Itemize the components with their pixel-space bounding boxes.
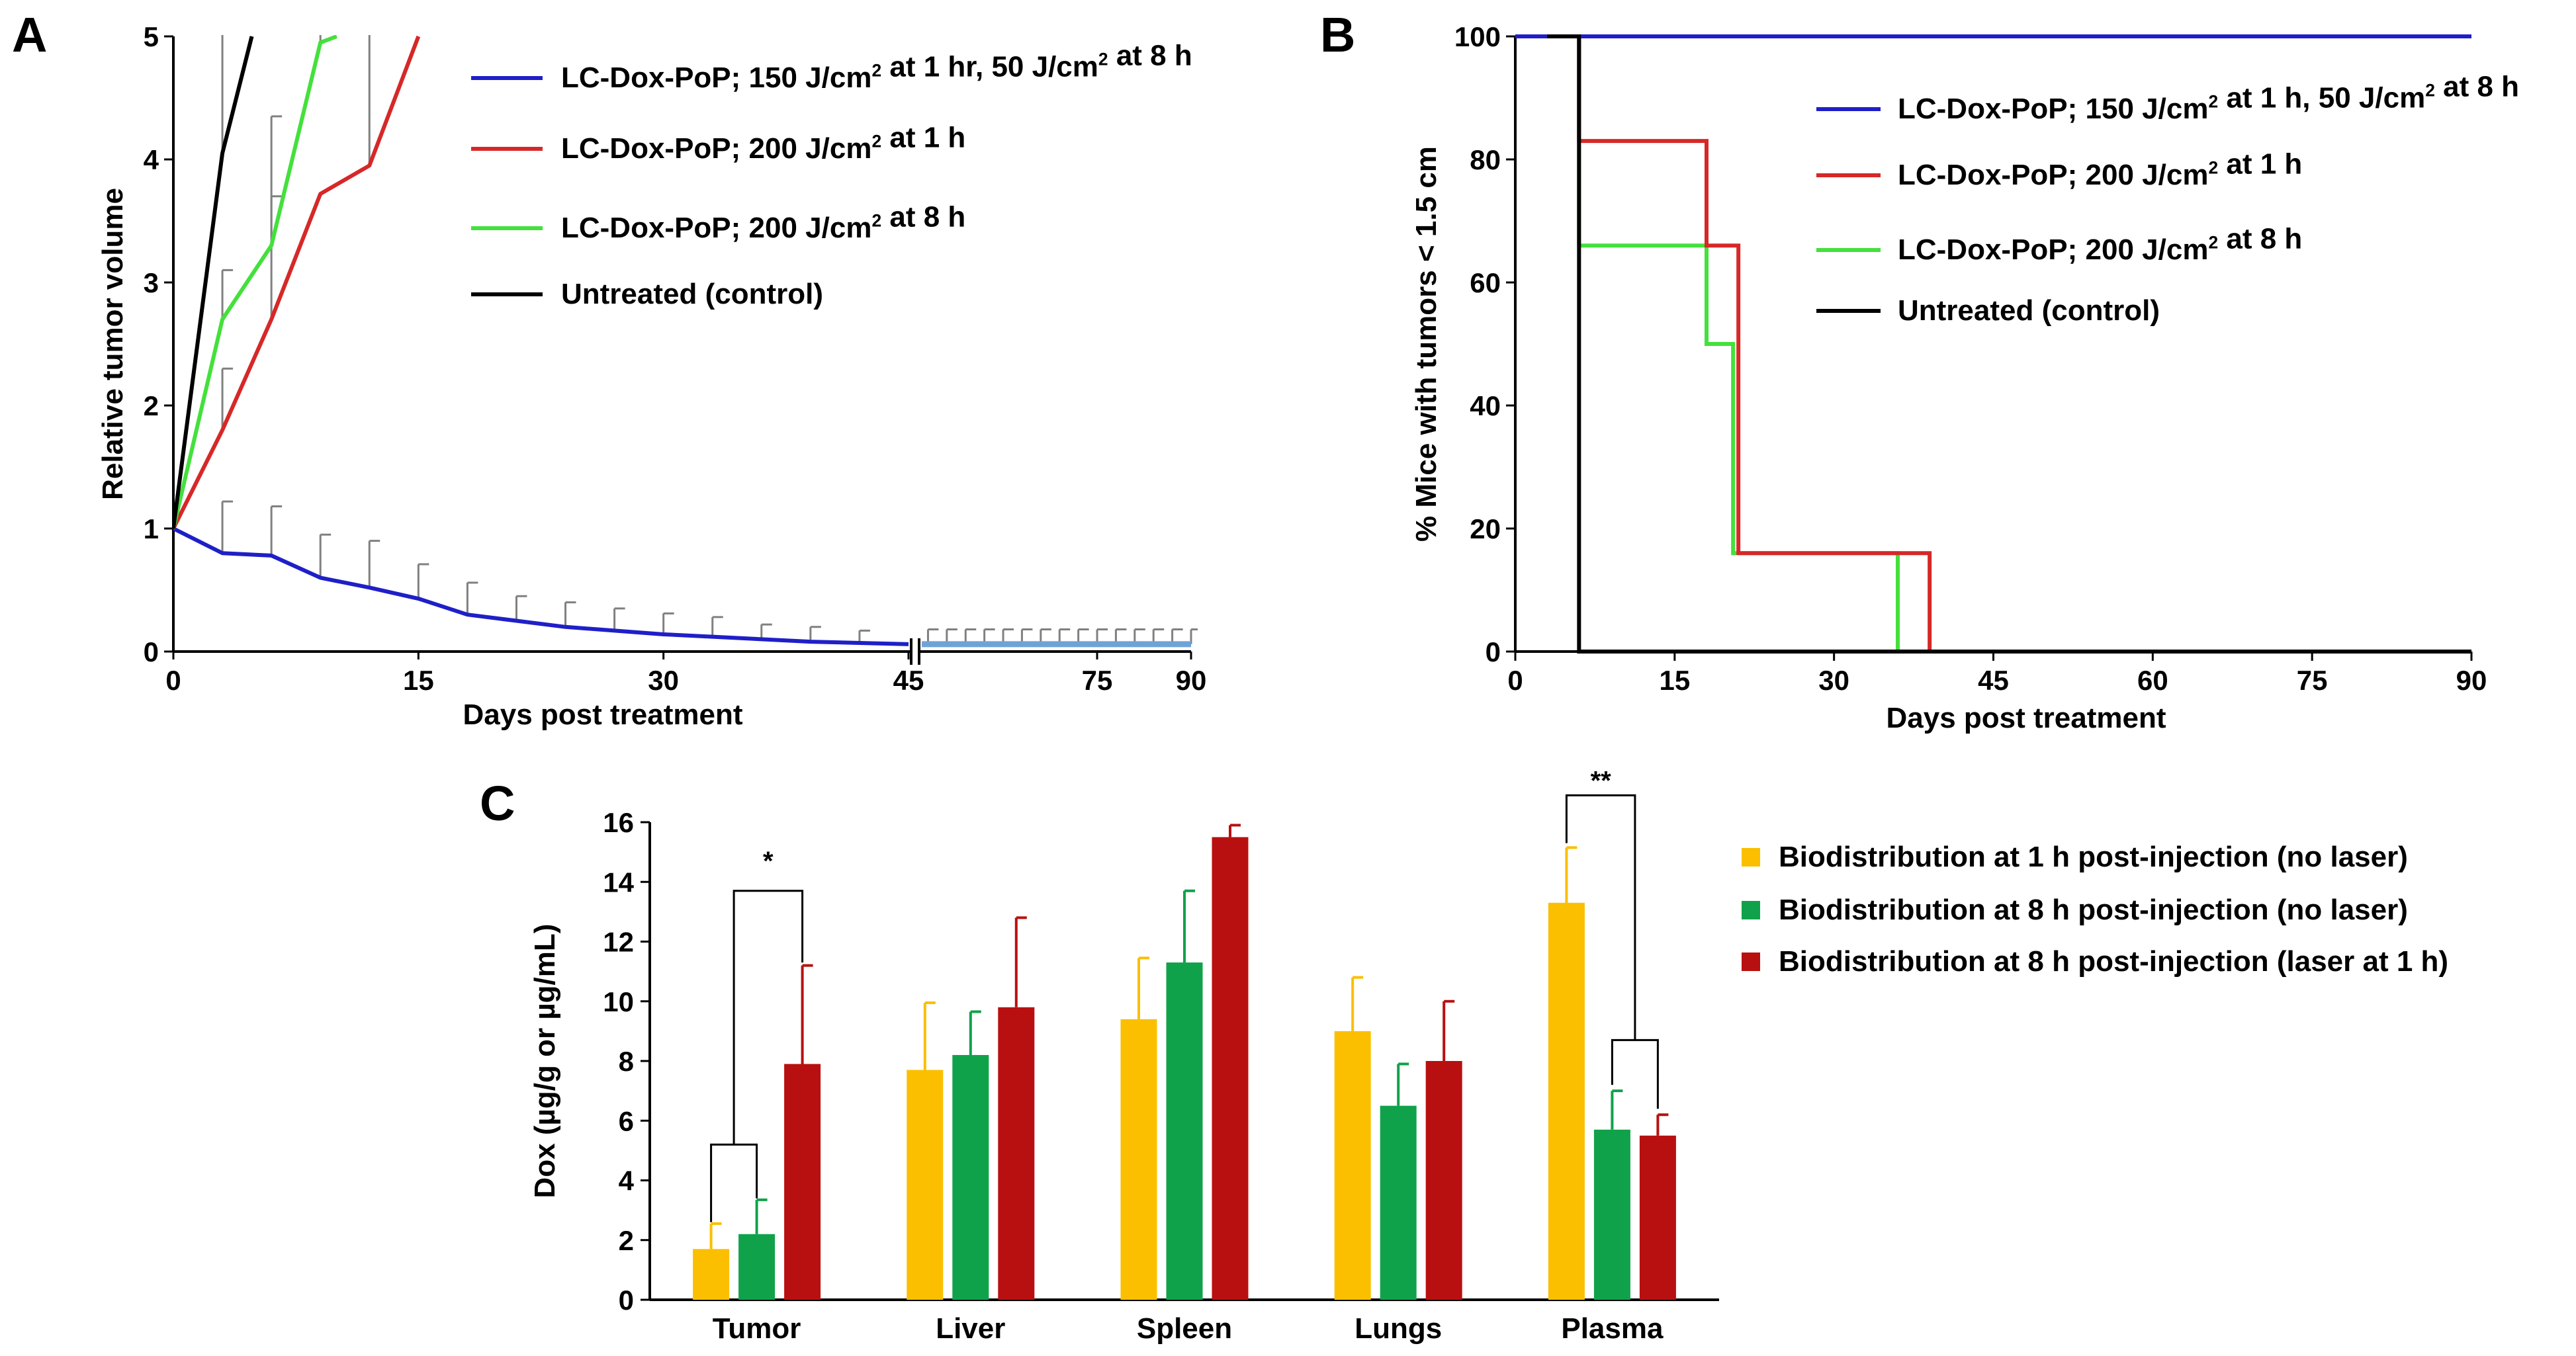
- bar: [1334, 1031, 1371, 1300]
- significance-marker: **: [1591, 766, 1612, 795]
- legend-swatch: [1742, 901, 1760, 919]
- bar: [693, 1249, 730, 1300]
- bar: [998, 1007, 1035, 1300]
- bar: [784, 1064, 821, 1300]
- category-label: Tumor: [713, 1312, 801, 1345]
- legend-label: Biodistribution at 1 h post-injection (n…: [1779, 841, 2408, 873]
- category-label: Liver: [936, 1312, 1005, 1345]
- category-label: Spleen: [1137, 1312, 1232, 1345]
- y-tick-label: 20: [1470, 513, 1501, 544]
- x-tick-label: 75: [2297, 665, 2328, 696]
- x-tick-label: 0: [165, 665, 181, 696]
- plot-area: [173, 35, 1198, 648]
- legend-label: Biodistribution at 8 h post-injection (l…: [1779, 945, 2448, 978]
- x-tick-label: 90: [2456, 665, 2487, 696]
- y-tick-label: 100: [1454, 21, 1501, 52]
- legend-label: LC-Dox-PoP; 150 J/cm2 at 1 hr, 50 J/cm2 …: [561, 40, 1192, 94]
- significance-marker: *: [763, 847, 774, 876]
- bar: [952, 1054, 989, 1300]
- y-axis-label: Dox (µg/g or µg/mL): [529, 924, 561, 1199]
- y-tick-label: 2: [144, 390, 159, 421]
- bar: [1639, 1135, 1676, 1300]
- panel-b-survival-chart: 0 20 40 60 80 100 0 15 30 45 60 75 90 Days post treat…: [1410, 21, 2519, 734]
- y-tick-label: 4: [144, 144, 159, 175]
- series-line: [173, 527, 909, 646]
- panel-c-biodistribution-chart: 0 2 4 6 8 10 12 14 16 Dox (µg/g or µg/mL) Tumor Liv…: [529, 766, 2448, 1345]
- x-tick-label: 60: [2137, 665, 2168, 696]
- y-tick-label: 0: [144, 636, 159, 667]
- y-tick-label: 3: [144, 267, 159, 298]
- y-tick-label: 12: [603, 927, 634, 958]
- y-tick-label: 0: [1486, 636, 1501, 667]
- panel-c-letter: C: [480, 776, 515, 831]
- legend-label: LC-Dox-PoP; 200 J/cm2 at 1 h: [1898, 148, 2302, 191]
- y-tick-label: 4: [619, 1165, 635, 1197]
- bar: [907, 1070, 944, 1300]
- legend-label: LC-Dox-PoP; 200 J/cm2 at 8 h: [561, 200, 965, 244]
- bar: [1166, 962, 1203, 1300]
- x-tick-label: 45: [893, 665, 924, 696]
- series-line: [173, 35, 421, 530]
- y-tick-label: 6: [619, 1105, 634, 1136]
- x-tick-label: 0: [1507, 665, 1523, 696]
- x-tick-label: 75: [1082, 665, 1113, 696]
- x-tick-label: 30: [648, 665, 679, 696]
- panel-b-letter: B: [1320, 7, 1355, 62]
- legend-label: LC-Dox-PoP; 200 J/cm2 at 8 h: [1898, 222, 2302, 266]
- y-tick-label: 5: [144, 21, 159, 52]
- y-tick-label: 10: [603, 986, 634, 1017]
- y-tick-label: 16: [603, 807, 634, 838]
- panel-a-letter: A: [12, 7, 47, 62]
- legend-label: Untreated (control): [1898, 294, 2160, 327]
- bar: [1380, 1105, 1417, 1300]
- x-tick-label: 30: [1818, 665, 1849, 696]
- x-tick-label: 45: [1978, 665, 2009, 696]
- y-tick-label: 2: [619, 1225, 634, 1256]
- series-line: [173, 36, 254, 529]
- series-line: [173, 35, 337, 529]
- significance-bracket: [1565, 794, 1636, 1040]
- bar: [738, 1234, 776, 1300]
- bar: [1593, 1129, 1630, 1300]
- x-axis-label: Days post treatment: [1886, 702, 2166, 734]
- y-tick-label: 60: [1470, 267, 1501, 298]
- y-tick-label: 80: [1470, 144, 1501, 175]
- category-label: Plasma: [1561, 1312, 1664, 1345]
- x-tick-label: 90: [1176, 665, 1207, 696]
- y-axis-label: % Mice with tumors < 1.5 cm: [1410, 146, 1443, 542]
- y-tick-label: 40: [1470, 390, 1501, 421]
- bar: [1425, 1061, 1462, 1300]
- legend-label: Untreated (control): [561, 278, 823, 310]
- legend-label: LC-Dox-PoP; 200 J/cm2 at 1 h: [561, 121, 965, 165]
- legend-label: Biodistribution at 8 h post-injection (n…: [1779, 894, 2408, 926]
- y-tick-label: 1: [144, 513, 159, 544]
- legend-swatch: [1742, 953, 1760, 971]
- y-axis-label: Relative tumor volume: [97, 188, 129, 500]
- y-tick-label: 14: [603, 867, 634, 898]
- y-tick-label: 0: [619, 1285, 634, 1316]
- y-tick-label: 8: [619, 1046, 634, 1077]
- legend-swatch: [1742, 848, 1760, 867]
- category-label: Lungs: [1355, 1312, 1442, 1345]
- x-axis-label: Days post treatment: [463, 699, 742, 731]
- x-tick-label: 15: [1659, 665, 1690, 696]
- significance-bracket: [733, 890, 804, 1145]
- series-step-line: [1547, 34, 2471, 654]
- bar: [1120, 1019, 1157, 1300]
- bar: [1548, 902, 1585, 1300]
- legend-label: LC-Dox-PoP; 150 J/cm2 at 1 h, 50 J/cm2 a…: [1898, 71, 2519, 125]
- bar: [1212, 837, 1249, 1300]
- x-tick-label: 15: [403, 665, 434, 696]
